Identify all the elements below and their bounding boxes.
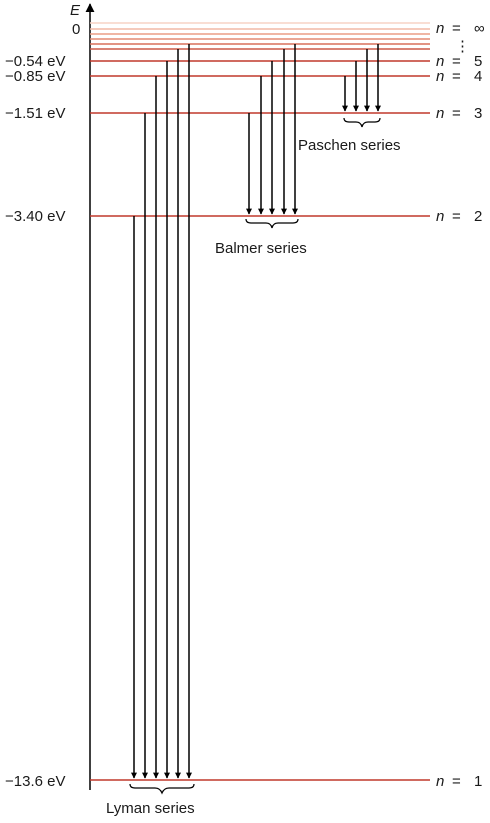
svg-text:=: = bbox=[452, 20, 461, 37]
svg-text:=: = bbox=[452, 773, 461, 790]
svg-text:n: n bbox=[436, 773, 444, 790]
svg-text:=: = bbox=[452, 105, 461, 122]
energy-label-n1: −13.6 eV bbox=[5, 773, 65, 790]
svg-text:1: 1 bbox=[474, 773, 482, 790]
lyman-series-label: Lyman series bbox=[106, 800, 195, 817]
n-label-1: n = 1 bbox=[436, 773, 482, 790]
energy-label-n4: −0.85 eV bbox=[5, 68, 65, 85]
svg-text:=: = bbox=[452, 208, 461, 225]
n-label-2: n = 2 bbox=[436, 208, 482, 225]
svg-text:n: n bbox=[436, 20, 444, 37]
upper-levels-group bbox=[90, 23, 430, 49]
svg-text:n: n bbox=[436, 68, 444, 85]
svg-text:3: 3 bbox=[474, 105, 482, 122]
paschen-series-arrows bbox=[345, 44, 378, 111]
balmer-brace bbox=[246, 219, 298, 228]
n-label-3: n = 3 bbox=[436, 105, 482, 122]
zero-energy-label: 0 bbox=[72, 21, 80, 38]
lyman-brace bbox=[130, 784, 194, 793]
paschen-series-label: Paschen series bbox=[298, 137, 401, 154]
svg-text:n: n bbox=[436, 208, 444, 225]
svg-text:4: 4 bbox=[474, 68, 482, 85]
svg-text:∞: ∞ bbox=[474, 20, 485, 37]
n-label-4: n = 4 bbox=[436, 68, 482, 85]
lyman-series-arrows bbox=[134, 44, 189, 778]
balmer-series-arrows bbox=[249, 44, 295, 214]
svg-text:=: = bbox=[452, 68, 461, 85]
main-levels-group bbox=[90, 61, 430, 780]
energy-label-n3: −1.51 eV bbox=[5, 105, 65, 122]
svg-text:n: n bbox=[436, 105, 444, 122]
svg-text:2: 2 bbox=[474, 208, 482, 225]
energy-label-n2: −3.40 eV bbox=[5, 208, 65, 225]
n-label-infinity: n = ∞ bbox=[436, 20, 485, 37]
energy-axis-label: E bbox=[70, 2, 81, 19]
paschen-brace bbox=[344, 118, 380, 127]
balmer-series-label: Balmer series bbox=[215, 240, 307, 257]
